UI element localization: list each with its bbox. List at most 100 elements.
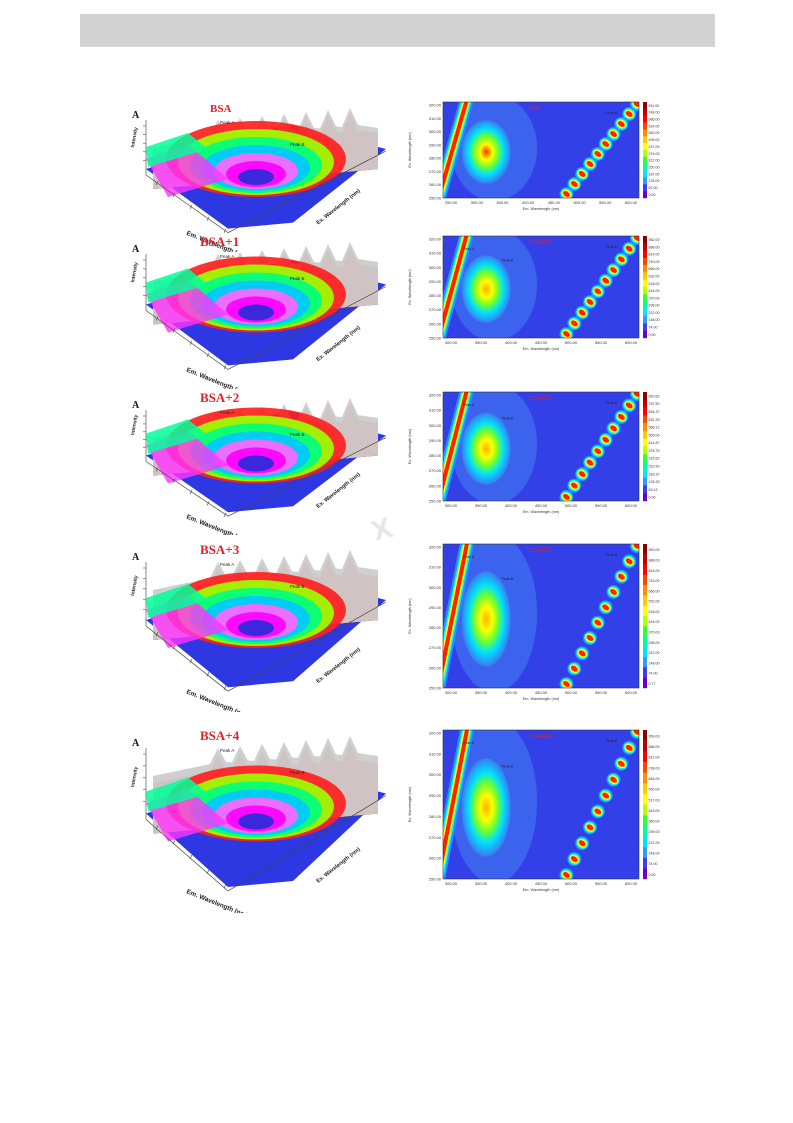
y-tick-label: 250.00 xyxy=(429,877,442,882)
colorbar-segment xyxy=(643,462,647,471)
scatter-dot xyxy=(578,309,586,316)
x-axis-label: Em. Wavelength (nm) xyxy=(185,888,249,913)
peak-b-label: Peak B xyxy=(290,584,305,589)
x-tick xyxy=(189,340,193,345)
x-tick-label: 250.00 xyxy=(445,200,458,205)
colorbar-segment xyxy=(643,177,647,185)
x-tick-label: 450.00 xyxy=(535,340,548,345)
y-tick-label: 260.00 xyxy=(429,321,442,326)
colorbar-label: 886.00 xyxy=(649,745,660,749)
scatter-dot xyxy=(625,558,633,565)
peak-b-label: Peak B xyxy=(290,142,305,147)
scatter-dot xyxy=(610,267,617,273)
colorbar-segment xyxy=(643,294,647,302)
colorbar-label: 369.00 xyxy=(649,820,660,824)
x-tick-label: 300.00 xyxy=(445,690,458,695)
x-axis xyxy=(145,625,229,692)
slope-band xyxy=(146,584,208,618)
x-tick xyxy=(155,825,159,830)
colorbar-segment xyxy=(643,163,647,171)
colorbar-label: 962.00 xyxy=(649,238,660,242)
scatter-dot xyxy=(602,436,610,443)
x-tick-label: 500.00 xyxy=(565,690,578,695)
y-tick-label: 300.00 xyxy=(429,772,442,777)
scatter-dot xyxy=(570,856,578,863)
x-tick-label: 300.00 xyxy=(445,881,458,886)
x-tick-label: 600.00 xyxy=(625,881,638,886)
colorbar-segment xyxy=(643,485,647,494)
scatter-dot xyxy=(570,181,578,187)
colorbar-segment xyxy=(643,657,647,668)
x-axis-label: Em. Wavelength (nm) xyxy=(185,514,249,535)
y-tick-label: 310.00 xyxy=(429,116,442,121)
colorbar-segment xyxy=(643,102,647,110)
colorbar-segment xyxy=(643,308,647,317)
x-axis-label: Em. Wavelength (nm) xyxy=(523,888,560,892)
x-tick-label: 500.00 xyxy=(565,340,578,345)
slope-band xyxy=(146,419,208,454)
scatter-dot xyxy=(610,776,617,783)
x-tick xyxy=(189,490,193,495)
scatter-dot xyxy=(586,161,594,167)
scatter-band xyxy=(443,102,469,191)
peak-a-label: Peak A xyxy=(463,247,475,251)
y-tick-label: 250.00 xyxy=(429,686,442,691)
plot-frame xyxy=(442,101,640,199)
colorbar-label: 590.00 xyxy=(649,788,660,792)
y-axis-label: Ex. Wavelength (nm) xyxy=(408,132,412,168)
panel-letter: A xyxy=(132,552,140,563)
x-tick-label: 500.00 xyxy=(565,881,578,886)
peak-a-label: Peak A xyxy=(220,120,234,125)
colorbar-segment xyxy=(643,626,647,637)
x-axis-label: Em. Wavelength (nm) xyxy=(185,689,249,712)
surface-title: BSA+4 xyxy=(200,728,240,743)
peak-a-label: Peak A xyxy=(463,403,475,407)
scatter-dot xyxy=(617,256,625,263)
x-tick xyxy=(172,840,176,845)
x-tick xyxy=(206,352,210,358)
y-axis xyxy=(227,601,387,692)
x-tick xyxy=(206,501,210,506)
y-tick-label: 270.00 xyxy=(429,169,442,174)
colorbar-label: 748.00 xyxy=(649,111,660,115)
z-axis-label: Intensity xyxy=(130,127,140,149)
y-axis xyxy=(227,795,387,892)
x-tick-label: 550.00 xyxy=(595,690,608,695)
y-tick-label: 270.00 xyxy=(429,645,442,650)
scatter-dot xyxy=(563,872,570,878)
y-tick-label: 310.00 xyxy=(429,565,442,570)
y-tick-label: 250.00 xyxy=(429,499,442,504)
header-bar xyxy=(80,14,715,47)
colorbar-label: 315.62 xyxy=(649,457,660,461)
colorbar-label: 437.00 xyxy=(649,145,660,149)
scatter-dot xyxy=(625,245,633,252)
scatter-dot xyxy=(617,121,625,127)
colorbar-segment xyxy=(643,257,647,266)
colorbar-segment xyxy=(643,616,647,627)
peak-blob xyxy=(461,758,511,857)
x-tick-label: 400.00 xyxy=(505,340,518,345)
x-axis-label: Em. Wavelength (nm) xyxy=(523,697,560,701)
y-tick-label: 300.00 xyxy=(429,585,442,590)
peak-b-label: Peak B xyxy=(606,739,618,743)
colorbar-label: 740.00 xyxy=(649,260,660,264)
contour-plot-1: BSA Peak B 320.00 310.00 300.00 290.00 280.00 2… xyxy=(403,98,661,229)
x-tick-label: 350.00 xyxy=(496,200,509,205)
colorbar-segment xyxy=(643,243,647,251)
colorbar-segment xyxy=(643,825,647,837)
colorbar-segment xyxy=(643,857,647,869)
colorbar-label: 74.00 xyxy=(649,862,658,866)
colorbar-segment xyxy=(643,272,647,280)
x-tick xyxy=(223,685,227,690)
scatter-dot xyxy=(570,320,578,327)
contour-title: BSA xyxy=(529,106,540,112)
x-tick-label: 400.00 xyxy=(505,690,518,695)
colorbar-label: 568.12 xyxy=(649,426,660,430)
colorbar-label: 148.00 xyxy=(649,661,660,665)
scatter-dot xyxy=(578,840,586,847)
colorbar-label: 296.00 xyxy=(649,641,660,645)
colorbar-label: 148.00 xyxy=(649,318,660,322)
y-tick-label: 270.00 xyxy=(429,307,442,312)
x-tick xyxy=(223,884,227,889)
x-tick-label: 350.00 xyxy=(475,340,488,345)
